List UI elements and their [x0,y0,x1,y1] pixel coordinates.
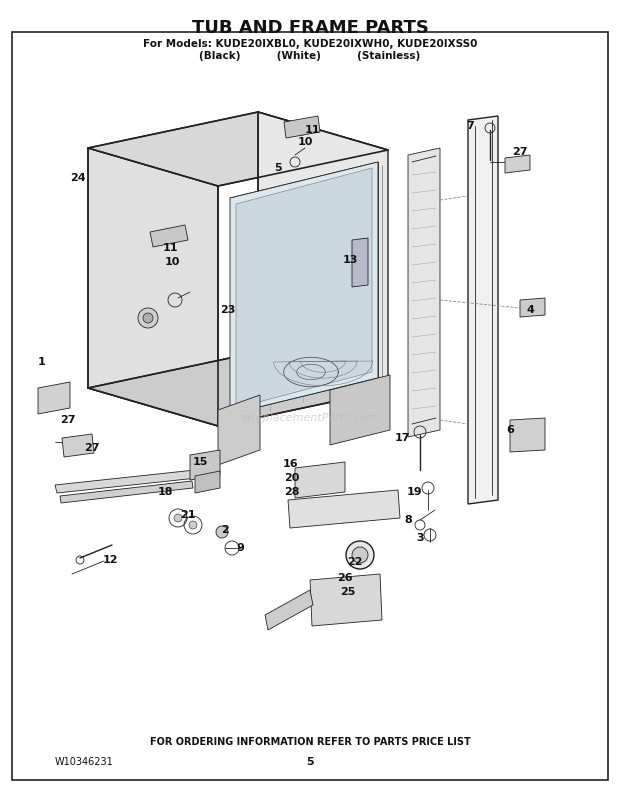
Text: 5: 5 [274,163,282,173]
Text: FOR ORDERING INFORMATION REFER TO PARTS PRICE LIST: FOR ORDERING INFORMATION REFER TO PARTS … [149,737,471,747]
Circle shape [352,547,368,563]
Text: For Models: KUDE20IXBL0, KUDE20IXWH0, KUDE20IXSS0: For Models: KUDE20IXBL0, KUDE20IXWH0, KU… [143,39,477,49]
Text: 19: 19 [407,487,423,497]
Text: 3: 3 [416,533,424,543]
Polygon shape [190,450,220,480]
Text: 24: 24 [70,173,86,183]
Polygon shape [258,112,388,390]
Text: 9: 9 [236,543,244,553]
Text: 10: 10 [298,137,312,147]
Polygon shape [468,116,498,504]
Text: 27: 27 [84,443,100,453]
Polygon shape [88,352,388,426]
Text: 17: 17 [394,433,410,443]
Polygon shape [88,148,218,426]
Text: 13: 13 [342,255,358,265]
Text: 5: 5 [306,757,314,767]
Text: 28: 28 [284,487,299,497]
Text: 27: 27 [60,415,76,425]
Circle shape [138,308,158,328]
Circle shape [143,313,153,323]
Circle shape [216,526,228,538]
Polygon shape [510,418,545,452]
Text: 23: 23 [220,305,236,315]
Polygon shape [408,148,440,437]
Circle shape [174,514,182,522]
Text: 26: 26 [337,573,353,583]
Polygon shape [195,471,220,493]
Text: 10: 10 [164,257,180,267]
Polygon shape [295,462,345,498]
Text: 11: 11 [304,125,320,135]
Text: 8: 8 [404,515,412,525]
Text: eReplacementParts.com: eReplacementParts.com [242,413,378,423]
Text: 11: 11 [162,243,178,253]
Polygon shape [38,382,70,414]
Text: 25: 25 [340,587,356,597]
Polygon shape [150,225,188,247]
Text: 27: 27 [512,147,528,157]
Polygon shape [330,375,390,445]
Text: 2: 2 [221,525,229,535]
Polygon shape [62,434,94,457]
Polygon shape [284,116,320,138]
Polygon shape [236,168,372,408]
Text: TUB AND FRAME PARTS: TUB AND FRAME PARTS [192,19,428,37]
Polygon shape [288,490,400,528]
Text: W10346231: W10346231 [55,757,113,767]
Polygon shape [55,470,197,493]
Text: 6: 6 [506,425,514,435]
Text: 18: 18 [157,487,173,497]
Polygon shape [218,395,260,465]
Polygon shape [505,155,530,173]
Text: 12: 12 [102,555,118,565]
Circle shape [336,584,344,592]
Text: 1: 1 [38,357,46,367]
Polygon shape [230,162,378,414]
Polygon shape [352,238,368,287]
Polygon shape [265,590,313,630]
Polygon shape [60,481,193,503]
Text: 15: 15 [192,457,208,467]
Polygon shape [520,298,545,317]
Text: (Black)          (White)          (Stainless): (Black) (White) (Stainless) [200,51,420,61]
Polygon shape [310,574,382,626]
Text: 7: 7 [466,121,474,131]
Circle shape [346,541,374,569]
Text: 22: 22 [347,557,363,567]
Text: 20: 20 [285,473,299,483]
Text: 16: 16 [282,459,298,469]
Circle shape [189,521,197,529]
Polygon shape [88,112,388,186]
Text: 4: 4 [526,305,534,315]
Text: 21: 21 [180,510,196,520]
